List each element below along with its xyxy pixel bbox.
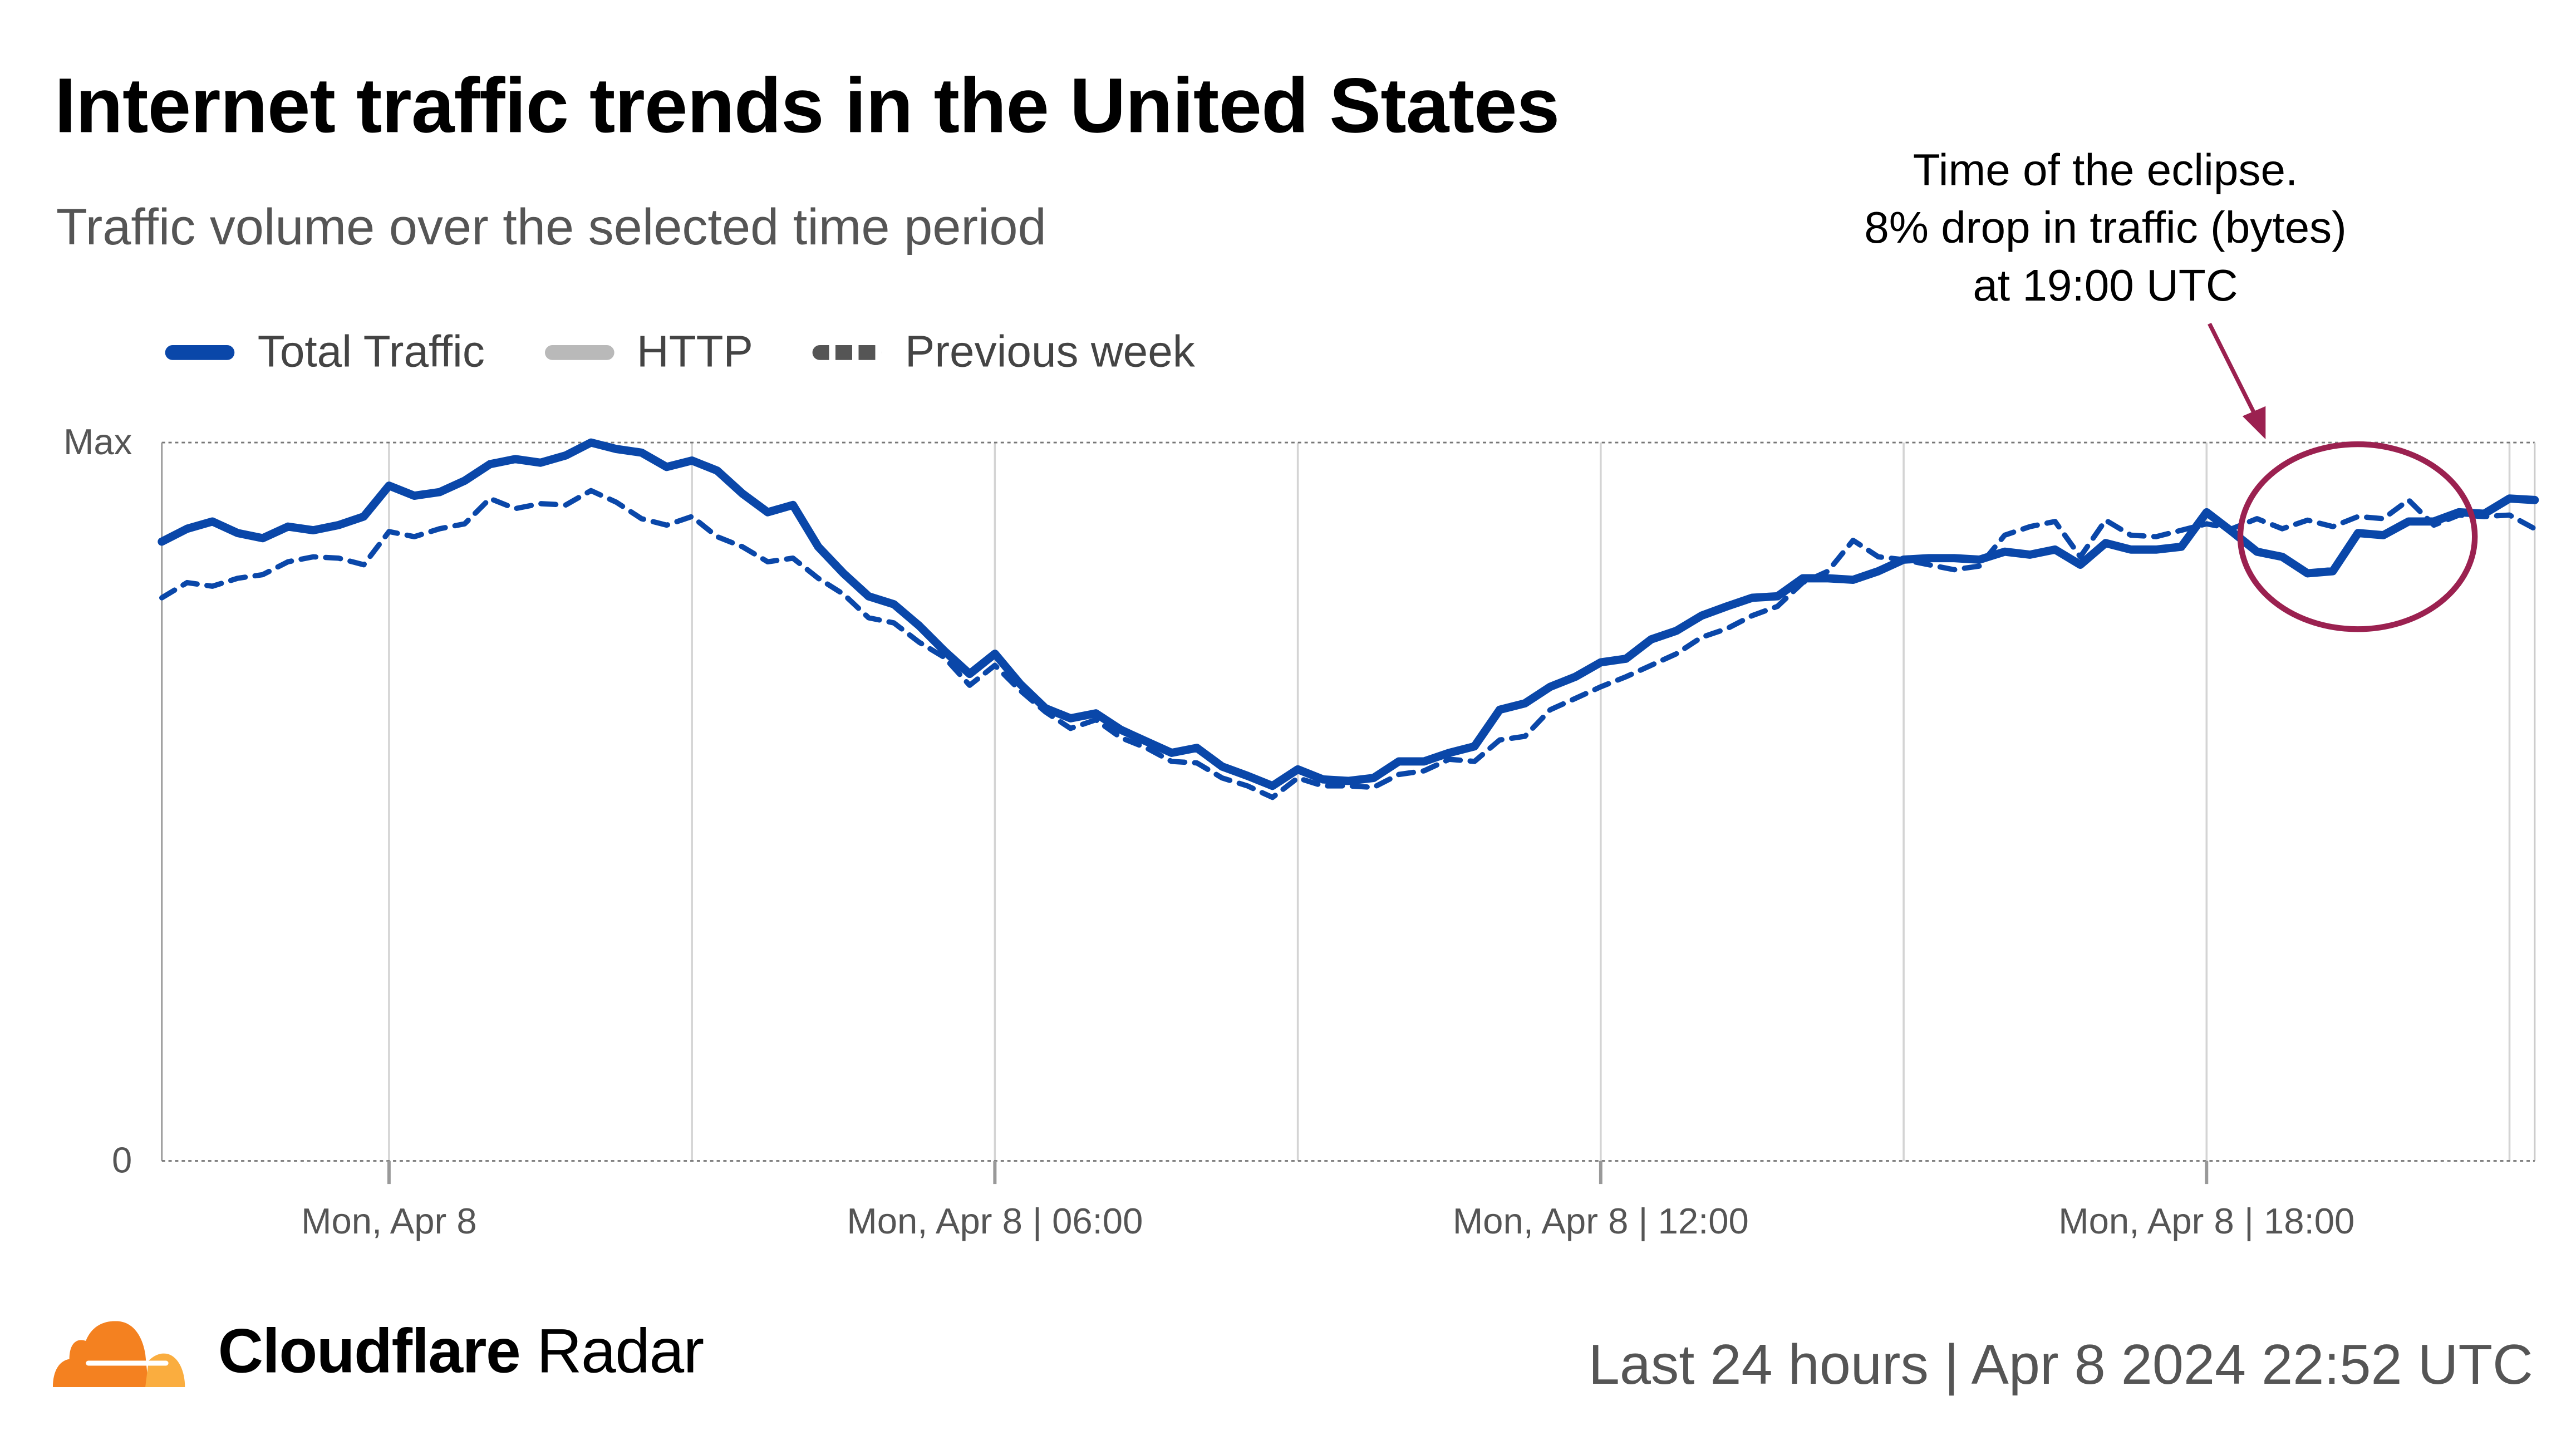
y-tick-label: Max <box>63 421 132 462</box>
http-swatch <box>544 345 614 360</box>
legend: Total Traffic HTTP Previous week <box>165 327 1195 378</box>
x-tick-label: Mon, Apr 8 | 12:00 <box>1453 1201 1749 1241</box>
x-tick-label: Mon, Apr 8 | 18:00 <box>2058 1201 2354 1241</box>
eclipse-highlight-circle <box>2237 441 2478 632</box>
legend-label: Previous week <box>904 327 1195 377</box>
annotation-line: at 19:00 UTC <box>1973 260 2238 311</box>
cloudflare-cloud-icon <box>52 1320 185 1387</box>
brand-light: Radar <box>537 1318 704 1388</box>
legend-label: Total Traffic <box>257 327 485 377</box>
x-tick-label: Mon, Apr 8 <box>301 1201 477 1241</box>
x-tick-label: Mon, Apr 8 | 06:00 <box>847 1201 1143 1241</box>
previous-week-swatch <box>812 345 882 360</box>
legend-item-http[interactable]: HTTP <box>544 327 753 378</box>
annotation-line: 8% drop in traffic (bytes) <box>1864 203 2347 253</box>
page-subtitle: Traffic volume over the selected time pe… <box>56 198 1046 256</box>
annotation-arrow-head-icon <box>2242 406 2266 440</box>
legend-item-total-traffic[interactable]: Total Traffic <box>165 327 485 378</box>
legend-label: HTTP <box>636 327 754 377</box>
total-traffic-line <box>158 438 2539 790</box>
cloudflare-radar-logo: Cloudflare Radar <box>52 1318 704 1389</box>
annotation-line: Time of the eclipse. <box>1913 145 2298 195</box>
total-traffic-swatch <box>165 345 235 360</box>
page-title: Internet traffic trends in the United St… <box>54 61 1560 149</box>
eclipse-annotation: Time of the eclipse. 8% drop in traffic … <box>1800 142 2411 316</box>
time-period: Last 24 hours | Apr 8 2024 22:52 UTC <box>1588 1334 2533 1397</box>
previous-week-line <box>159 488 2538 800</box>
legend-item-previous-week[interactable]: Previous week <box>812 327 1195 378</box>
brand-bold: Cloudflare <box>218 1318 521 1388</box>
annotation-arrow-shaft <box>2208 322 2258 417</box>
y-tick-label: 0 <box>112 1139 132 1180</box>
